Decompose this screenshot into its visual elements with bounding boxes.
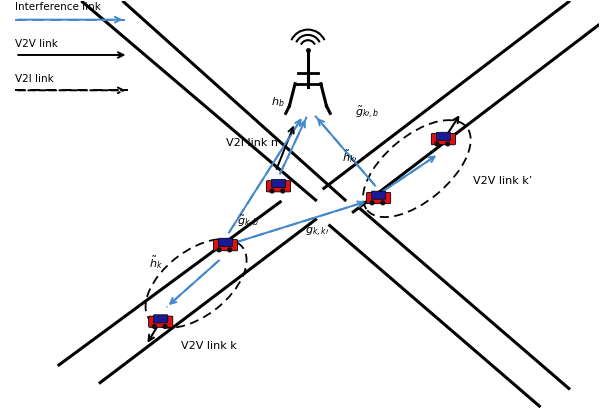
Circle shape — [228, 248, 232, 252]
FancyBboxPatch shape — [218, 239, 232, 247]
Text: $\tilde{g}_{k,b}$: $\tilde{g}_{k,b}$ — [237, 214, 259, 230]
Circle shape — [370, 202, 374, 205]
FancyBboxPatch shape — [154, 315, 168, 323]
Circle shape — [281, 190, 285, 193]
Circle shape — [152, 325, 156, 328]
Text: V2V link k’: V2V link k’ — [473, 176, 532, 186]
Text: $\tilde{g}_{k,k\prime}$: $\tilde{g}_{k,k\prime}$ — [305, 223, 329, 239]
FancyBboxPatch shape — [267, 181, 290, 192]
Text: Interference link: Interference link — [15, 2, 101, 12]
Text: V2V link k: V2V link k — [181, 340, 237, 350]
Text: $\tilde{h}_k$: $\tilde{h}_k$ — [149, 253, 163, 270]
FancyBboxPatch shape — [371, 192, 386, 200]
Text: $\tilde{h}_{k\prime}$: $\tilde{h}_{k\prime}$ — [342, 147, 357, 164]
Circle shape — [446, 142, 450, 147]
Text: V2V link: V2V link — [15, 39, 58, 49]
Circle shape — [217, 248, 221, 252]
FancyBboxPatch shape — [367, 193, 390, 204]
Text: $\tilde{g}_{k\prime,b}$: $\tilde{g}_{k\prime,b}$ — [355, 105, 379, 121]
Circle shape — [163, 325, 167, 328]
FancyBboxPatch shape — [436, 133, 450, 141]
Circle shape — [435, 142, 439, 147]
FancyBboxPatch shape — [149, 316, 173, 328]
FancyBboxPatch shape — [214, 240, 237, 251]
Text: $h_b$: $h_b$ — [271, 95, 285, 108]
Text: V2I link n: V2I link n — [226, 138, 278, 148]
Text: V2I link: V2I link — [15, 74, 54, 84]
FancyBboxPatch shape — [271, 180, 285, 188]
FancyBboxPatch shape — [431, 134, 456, 145]
Circle shape — [381, 202, 385, 205]
Circle shape — [270, 190, 274, 193]
